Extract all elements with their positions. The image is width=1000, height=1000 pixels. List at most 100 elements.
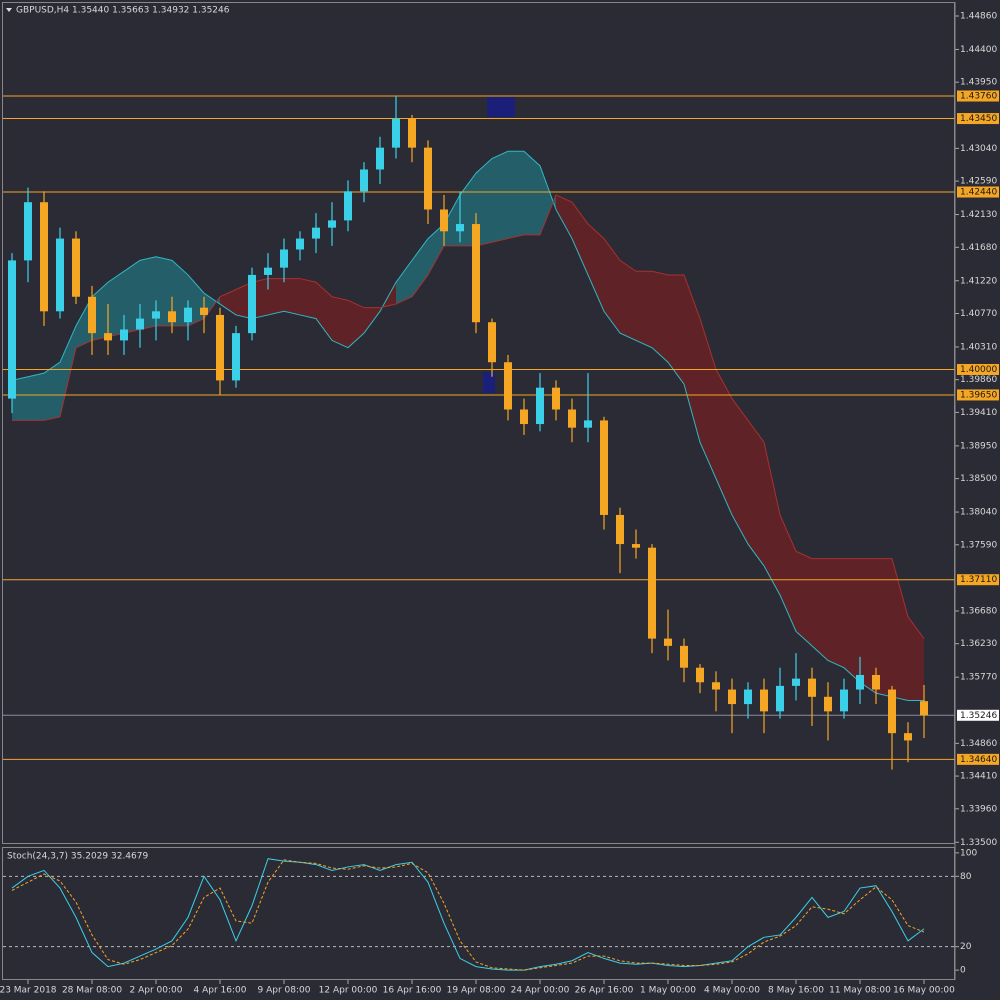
y-tick-label: 20 xyxy=(960,942,972,952)
cloud-fill xyxy=(124,260,140,334)
candle-body xyxy=(280,249,288,268)
cloud-line xyxy=(12,194,925,639)
x-tick-label: 26 Apr 16:00 xyxy=(575,986,634,996)
level-label: 1.40000 xyxy=(960,365,997,375)
candle-body xyxy=(488,322,496,363)
level-tag xyxy=(957,90,999,102)
x-tick-label: 4 May 00:00 xyxy=(704,986,760,996)
y-tick-label: 1.39860 xyxy=(960,375,997,385)
y-tick-label: 1.38500 xyxy=(960,474,997,484)
x-tick-label: 24 Apr 00:00 xyxy=(511,986,570,996)
cloud-fill xyxy=(268,278,284,315)
candle-body xyxy=(920,701,928,716)
candle-body xyxy=(8,260,16,399)
candle-body xyxy=(152,311,160,319)
x-tick-label: 9 Apr 08:00 xyxy=(258,986,311,996)
candle-body xyxy=(120,329,128,341)
y-tick-label: 1.43950 xyxy=(960,78,997,88)
cloud-fill xyxy=(524,151,540,235)
candle-body xyxy=(760,689,768,712)
x-tick-label: 12 Apr 00:00 xyxy=(319,986,378,996)
cloud-fill xyxy=(908,616,924,701)
cloud-fill xyxy=(284,278,300,315)
candle-body xyxy=(904,733,912,741)
y-tick-label: 1.38950 xyxy=(960,441,997,451)
candle-body xyxy=(312,227,320,239)
y-tick-label: 1.40770 xyxy=(960,309,997,319)
cloud-fill xyxy=(732,398,748,545)
last-price-tag xyxy=(957,709,999,721)
cloud-fill xyxy=(844,558,860,683)
candle-body xyxy=(888,689,896,734)
cloud-fill xyxy=(316,282,332,341)
cloud-fill xyxy=(444,194,460,246)
cloud-fill xyxy=(412,238,428,297)
cloud-fill xyxy=(620,260,636,341)
x-tick-label: 1 May 00:00 xyxy=(640,986,696,996)
candle-body xyxy=(216,314,224,381)
y-tick-label: 1.37590 xyxy=(960,540,997,550)
cloud-fill xyxy=(140,256,156,330)
cloud-fill xyxy=(492,151,508,243)
level-tag xyxy=(957,753,999,765)
y-tick-label: 100 xyxy=(960,848,977,858)
candle-body xyxy=(360,169,368,192)
candle-body xyxy=(664,638,672,646)
cloud-fill xyxy=(700,318,716,479)
y-tick-label: 1.42590 xyxy=(960,177,997,187)
x-tick-label: 23 Mar 2018 xyxy=(0,986,57,996)
candle-body xyxy=(168,311,176,323)
candle-body xyxy=(408,118,416,148)
cloud-fill xyxy=(508,151,524,239)
cloud-fill xyxy=(876,558,892,697)
cloud-fill xyxy=(428,224,444,275)
marker-box xyxy=(487,97,515,117)
x-tick-label: 2 Apr 00:00 xyxy=(130,986,183,996)
candle-body xyxy=(424,147,432,210)
candle-body xyxy=(104,333,112,341)
last-price-label: 1.35246 xyxy=(960,711,997,721)
candle-body xyxy=(136,318,144,330)
level-label: 1.42440 xyxy=(960,188,997,198)
candle-body xyxy=(872,674,880,690)
cloud-fill xyxy=(652,271,668,363)
candle-body xyxy=(696,667,704,683)
cloud-fill xyxy=(540,165,556,235)
candle-body xyxy=(536,387,544,425)
cloud-fill xyxy=(604,238,620,334)
candle-body xyxy=(296,238,304,250)
cloud-fill xyxy=(588,224,604,312)
candle-body xyxy=(840,689,848,712)
candle-body xyxy=(712,682,720,690)
y-tick-label: 1.42130 xyxy=(960,210,997,220)
y-tick-label: 1.43040 xyxy=(960,144,997,154)
y-tick-label: 1.44400 xyxy=(960,45,997,55)
level-label: 1.43450 xyxy=(960,114,997,124)
cloud-fill xyxy=(764,442,780,595)
y-tick-label: 1.33960 xyxy=(960,804,997,814)
candle-body xyxy=(824,696,832,712)
menu-arrow[interactable] xyxy=(6,8,12,12)
cloud-fill xyxy=(396,260,412,305)
candle-body xyxy=(504,362,512,410)
candle-body xyxy=(744,689,752,705)
y-tick-label: 1.34410 xyxy=(960,772,997,782)
candle-body xyxy=(632,544,640,548)
cloud-fill xyxy=(716,369,732,515)
candle-body xyxy=(40,202,48,312)
candle-body xyxy=(264,267,272,275)
candle-body xyxy=(680,645,688,668)
cloud-line xyxy=(11,150,924,701)
cloud-fill xyxy=(780,514,796,632)
cloud-fill xyxy=(156,256,172,326)
candle-body xyxy=(200,307,208,315)
cloud-fill xyxy=(332,296,348,348)
cloud-fill xyxy=(796,551,812,646)
level-tag xyxy=(957,113,999,125)
candle-body xyxy=(472,224,480,323)
candle-body xyxy=(344,191,352,221)
cloud-fill xyxy=(748,420,764,566)
y-tick-label: 1.33500 xyxy=(960,838,997,848)
candle-body xyxy=(520,409,528,425)
